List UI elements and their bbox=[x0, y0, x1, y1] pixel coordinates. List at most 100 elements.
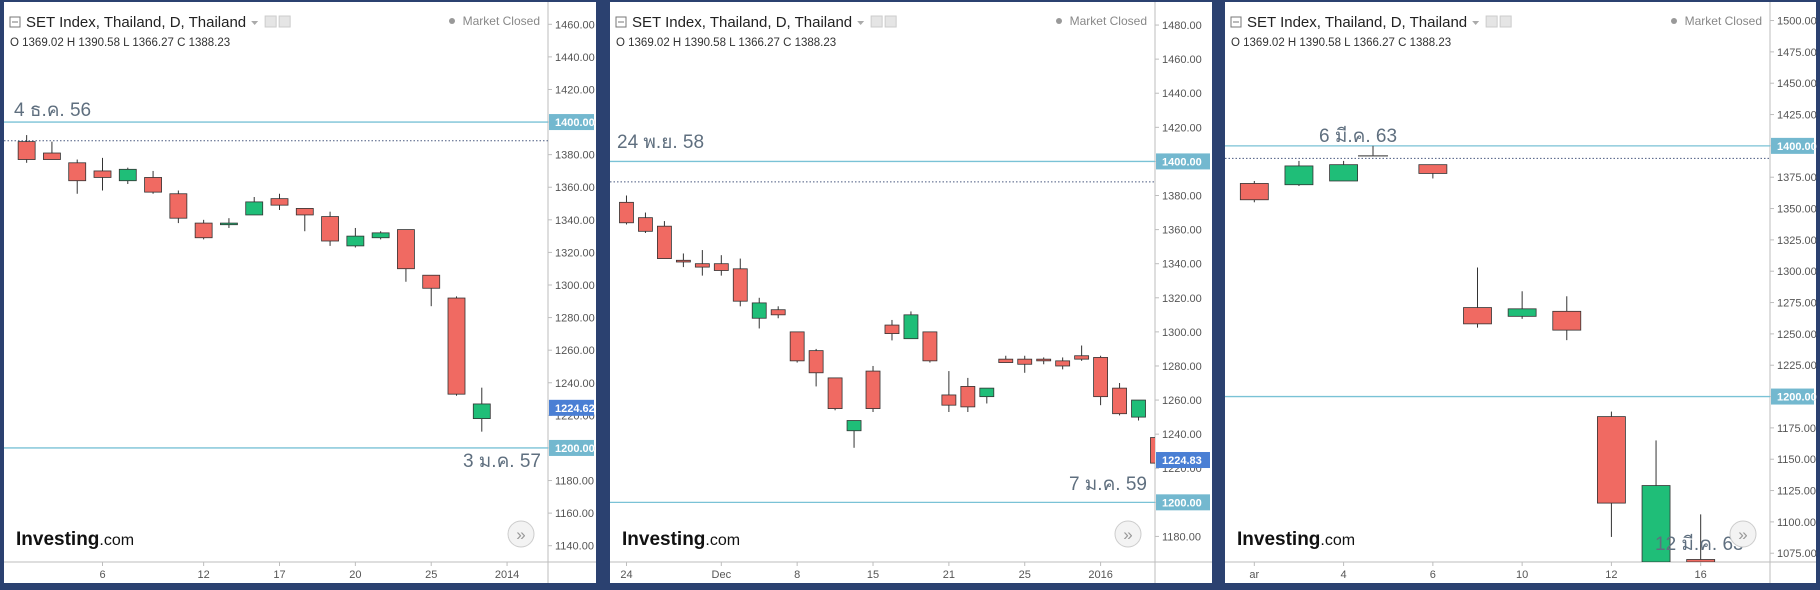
candle[interactable] bbox=[732, 258, 748, 307]
chart-title: SET Index, Thailand, D, Thailand bbox=[1247, 14, 1467, 31]
candle[interactable] bbox=[1036, 357, 1052, 365]
dropdown-caret-icon[interactable] bbox=[857, 21, 865, 25]
candle[interactable] bbox=[43, 141, 61, 160]
candle[interactable] bbox=[321, 211, 339, 246]
y-tick-label: 1250.00 bbox=[1777, 329, 1817, 341]
candle[interactable] bbox=[675, 253, 691, 268]
candle[interactable] bbox=[1507, 291, 1537, 319]
collapse-icon[interactable] bbox=[615, 16, 627, 28]
candle[interactable] bbox=[979, 387, 995, 404]
y-tick-label: 1280.00 bbox=[1162, 361, 1202, 373]
candle[interactable] bbox=[789, 331, 805, 363]
x-tick-label: 15 bbox=[867, 569, 879, 581]
candle[interactable] bbox=[346, 227, 365, 248]
candle[interactable] bbox=[1686, 514, 1716, 562]
candle[interactable] bbox=[1131, 399, 1146, 421]
candle[interactable] bbox=[1284, 160, 1314, 186]
candle-body bbox=[941, 394, 957, 406]
candle-body bbox=[884, 324, 900, 334]
candle[interactable] bbox=[827, 377, 843, 411]
candle[interactable] bbox=[1074, 345, 1090, 361]
candle[interactable] bbox=[93, 157, 112, 191]
candle[interactable] bbox=[1017, 355, 1033, 373]
scroll-to-latest-button[interactable] bbox=[1114, 520, 1142, 548]
dropdown-caret-icon[interactable] bbox=[251, 21, 259, 25]
candle[interactable] bbox=[1150, 426, 1164, 464]
ohlc-values: O 1369.02 H 1390.58 L 1366.27 C 1388.23 bbox=[616, 37, 836, 49]
candle[interactable] bbox=[846, 420, 862, 448]
candle[interactable] bbox=[941, 371, 957, 412]
candle[interactable] bbox=[770, 306, 786, 319]
candle[interactable] bbox=[422, 274, 441, 307]
candle[interactable] bbox=[1055, 357, 1071, 370]
date-annotation: 24 พ.ย. 58 bbox=[617, 132, 704, 153]
candle[interactable] bbox=[270, 193, 289, 211]
x-tick-label: 12 bbox=[198, 569, 210, 581]
y-tick-label: 1500.00 bbox=[1777, 16, 1817, 28]
snapshot-icon[interactable] bbox=[1485, 15, 1498, 28]
level-badge-label: 1200.00 bbox=[555, 443, 595, 455]
market-status: Market Closed bbox=[1685, 14, 1762, 28]
candle-body bbox=[979, 387, 995, 398]
candle-body bbox=[1093, 357, 1108, 398]
candle[interactable] bbox=[1329, 160, 1358, 182]
x-tick-label: 2014 bbox=[495, 569, 519, 581]
candle[interactable] bbox=[169, 190, 188, 224]
candle-body bbox=[1131, 399, 1146, 418]
candle[interactable] bbox=[144, 170, 162, 194]
candle[interactable] bbox=[118, 167, 137, 184]
candle[interactable] bbox=[371, 231, 390, 240]
candle[interactable] bbox=[1552, 296, 1582, 341]
y-tick-label: 1275.00 bbox=[1777, 298, 1817, 310]
candle[interactable] bbox=[472, 387, 491, 432]
candle[interactable] bbox=[922, 331, 938, 363]
candle[interactable] bbox=[619, 195, 634, 225]
brand-logo: Investing.com bbox=[1237, 529, 1355, 550]
candle[interactable] bbox=[68, 159, 87, 194]
candle[interactable] bbox=[960, 377, 976, 412]
candle[interactable] bbox=[638, 212, 653, 234]
settings-icon[interactable] bbox=[278, 15, 291, 28]
market-status: Market Closed bbox=[1070, 14, 1147, 28]
candle-body bbox=[1329, 164, 1358, 182]
candle[interactable] bbox=[220, 218, 238, 228]
candle[interactable] bbox=[713, 255, 729, 276]
candle[interactable] bbox=[1418, 164, 1448, 179]
candle[interactable] bbox=[694, 250, 710, 276]
candle[interactable] bbox=[1112, 383, 1127, 416]
candle[interactable] bbox=[295, 208, 314, 232]
candle[interactable] bbox=[1641, 440, 1671, 562]
snapshot-icon[interactable] bbox=[870, 15, 883, 28]
settings-icon[interactable] bbox=[1499, 15, 1512, 28]
snapshot-icon[interactable] bbox=[264, 15, 277, 28]
candle[interactable] bbox=[865, 365, 881, 412]
candle[interactable] bbox=[751, 297, 767, 329]
candle-body bbox=[922, 331, 938, 362]
candle-body bbox=[346, 235, 365, 247]
candle[interactable] bbox=[397, 229, 415, 282]
candle[interactable] bbox=[808, 348, 824, 387]
candle[interactable] bbox=[1597, 411, 1626, 537]
scroll-to-latest-button[interactable] bbox=[507, 520, 535, 548]
candle[interactable] bbox=[245, 197, 264, 216]
candle[interactable] bbox=[903, 311, 919, 340]
dropdown-caret-icon[interactable] bbox=[1472, 21, 1480, 25]
candle-body bbox=[118, 168, 137, 182]
y-tick-label: 1460.00 bbox=[1162, 54, 1202, 66]
candle[interactable] bbox=[1239, 180, 1269, 203]
candle[interactable] bbox=[1093, 355, 1108, 406]
candle[interactable] bbox=[1463, 267, 1492, 328]
candle[interactable] bbox=[998, 355, 1014, 363]
scroll-to-latest-button[interactable] bbox=[1729, 520, 1757, 548]
collapse-icon[interactable] bbox=[9, 16, 21, 28]
candle[interactable] bbox=[447, 296, 466, 396]
candle[interactable] bbox=[194, 219, 213, 240]
brand-logo: Investing.com bbox=[622, 529, 740, 550]
candle[interactable] bbox=[657, 221, 672, 259]
candle[interactable] bbox=[17, 135, 36, 163]
double-chevron-icon: » bbox=[516, 525, 525, 544]
collapse-icon[interactable] bbox=[1230, 16, 1242, 28]
settings-icon[interactable] bbox=[884, 15, 897, 28]
candle[interactable] bbox=[884, 319, 900, 341]
x-tick-label: ar bbox=[1249, 569, 1259, 581]
